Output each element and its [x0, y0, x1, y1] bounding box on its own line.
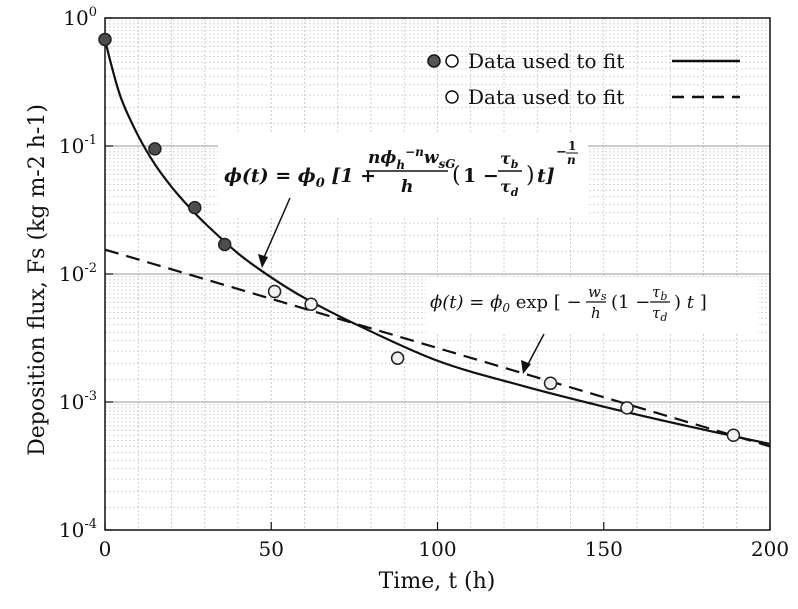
- data-points: [98, 32, 741, 442]
- legend-marker-filled: [427, 54, 441, 68]
- equation-powerlaw-close: ): [526, 163, 535, 188]
- equation-powerlaw-numerator: nϕh−nwsG: [368, 145, 456, 172]
- dashed-fit-line: [104, 248, 771, 448]
- arrowhead-powerlaw: [258, 254, 268, 268]
- equation-powerlaw-one: 1 −: [463, 165, 499, 187]
- data-point-filled: [217, 237, 232, 252]
- equation-powerlaw-middle: (: [452, 163, 461, 188]
- arrow-exponential: [525, 333, 545, 369]
- x-axis-label: Time, t (h): [379, 569, 496, 594]
- equation-exponential-paren: (1 −: [611, 292, 650, 313]
- arrow-powerlaw: [261, 197, 291, 263]
- y-tick-label: 10-3: [59, 389, 97, 414]
- arrowhead-exponential: [521, 360, 531, 374]
- data-point-filled: [98, 32, 112, 47]
- data-point-open: [726, 428, 741, 442]
- legend-entry-2: Data used to fit: [445, 85, 740, 109]
- x-tick-label: 50: [259, 537, 284, 561]
- y-tick-label: 10-4: [59, 517, 97, 542]
- equation-exponential-end: ) t ]: [674, 292, 707, 313]
- x-tick-label: 150: [585, 537, 623, 561]
- equation-exponential-h: h: [591, 304, 601, 322]
- fit-curves: [103, 39, 771, 448]
- equation-exponential-bg: [426, 278, 758, 334]
- equation-powerlaw-exp-n: n: [567, 153, 576, 167]
- legend-label-2: Data used to fit: [468, 85, 624, 109]
- y-tick-label: 100: [63, 5, 97, 30]
- data-point-open: [543, 376, 558, 391]
- x-tick-label: 100: [418, 537, 456, 561]
- equation-powerlaw-denominator: h: [401, 177, 413, 197]
- data-point-filled: [188, 200, 202, 215]
- y-axis-label: Deposition flux, Fs (kg m-2 h-1): [25, 104, 50, 456]
- equation-powerlaw: ϕ(t) = ϕ0 [1 + nϕh−nwsG h ( 1 − τb τd ) …: [218, 132, 588, 268]
- y-tick-label: 10-1: [59, 133, 97, 158]
- legend-entry-1: Data used to fit: [427, 49, 740, 73]
- equation-powerlaw-bg: [218, 132, 588, 216]
- y-tick-label: 10-2: [59, 261, 97, 286]
- grid: [105, 17, 770, 531]
- data-point-filled: [148, 142, 162, 156]
- axis-ticks: 0 50 100 150 200 10-4 10-3 10-2 10-1 100: [59, 5, 789, 561]
- legend-marker-open: [445, 90, 459, 104]
- equation-exponential-text: ϕ(t) = ϕ0 exp [ −: [430, 292, 582, 315]
- data-point-open: [390, 351, 405, 365]
- equation-powerlaw-text: ϕ(t) = ϕ0 [1 +: [224, 165, 376, 191]
- equation-exponential: ϕ(t) = ϕ0 exp [ − ws h (1 − τb τd ) t ]: [426, 278, 758, 374]
- data-point-open: [304, 297, 318, 312]
- solid-fit-curve: [103, 39, 771, 446]
- x-tick-label: 0: [99, 537, 112, 561]
- equation-powerlaw-exp: −: [556, 145, 567, 160]
- equation-powerlaw-exp-frac: 1: [568, 139, 576, 153]
- legend-marker-open: [445, 54, 459, 68]
- equation-powerlaw-t: t]: [537, 165, 555, 187]
- data-point-open: [267, 284, 282, 299]
- data-point-open: [620, 401, 634, 415]
- x-tick-label: 200: [751, 537, 789, 561]
- legend: Data used to fit Data used to fit: [427, 49, 740, 109]
- legend-label-1: Data used to fit: [468, 49, 624, 73]
